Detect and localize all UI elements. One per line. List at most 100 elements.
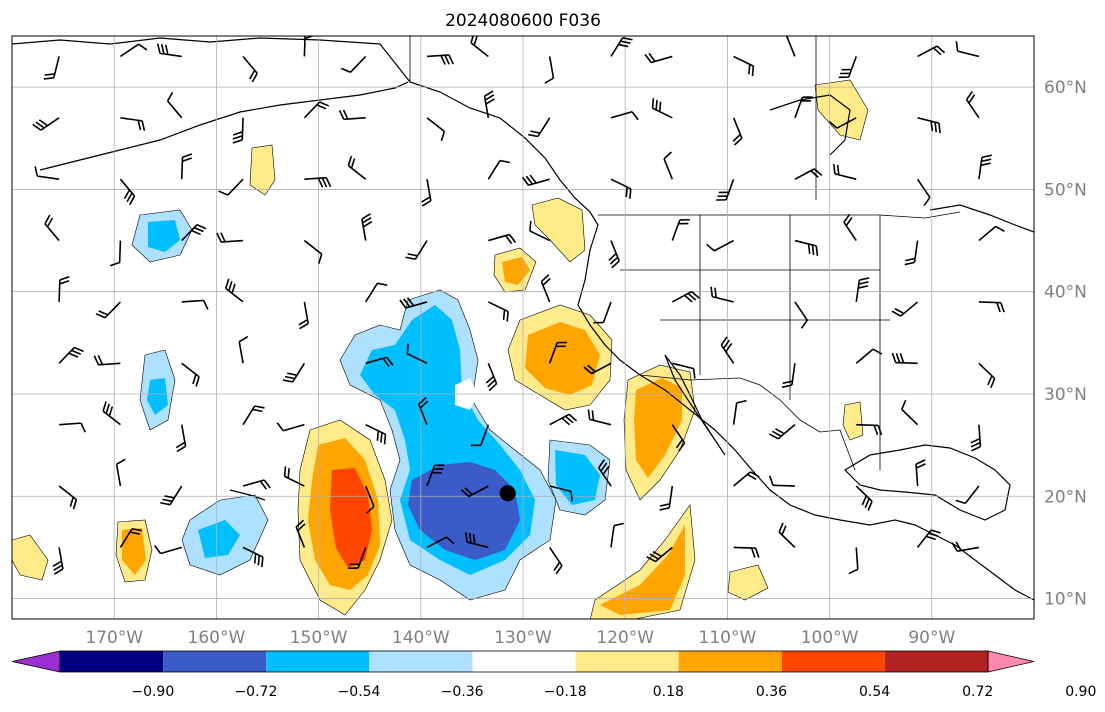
wind-barb-76 — [540, 274, 551, 303]
wind-barb-143 — [951, 541, 980, 553]
wind-barb-112 — [794, 301, 808, 329]
wind-barb-60 — [418, 396, 429, 425]
lon-label-1: 160°W — [188, 628, 246, 648]
wind-barb-102 — [706, 239, 734, 252]
colorbar-segment-7 — [781, 651, 885, 672]
wind-barb-86 — [583, 362, 612, 375]
wind-barb-69 — [470, 424, 490, 447]
wind-barb-75 — [529, 220, 551, 242]
wind-barb-9 — [119, 43, 148, 58]
colorbar-label-2: −0.54 — [338, 684, 381, 700]
wind-barb-45 — [340, 55, 367, 74]
wind-barb-141 — [970, 424, 982, 452]
hawaii-islands — [229, 489, 266, 501]
wind-barb-8 — [52, 547, 64, 575]
wind-barb-140 — [978, 362, 996, 389]
wind-barb-80 — [548, 546, 563, 575]
wind-barb-110 — [794, 168, 823, 180]
wind-barb-49 — [365, 282, 388, 303]
wind-barb-54 — [426, 54, 454, 65]
wind-barb-142 — [955, 485, 980, 505]
wind-barb-88 — [598, 459, 612, 487]
wind-barb-84 — [608, 240, 620, 269]
colorbar-segment-0 — [60, 651, 164, 672]
wind-barb-121 — [855, 277, 870, 303]
wind-barb-70 — [460, 485, 489, 498]
wind-barb-43 — [283, 466, 305, 487]
shade-skyblue-sw — [198, 520, 240, 558]
colorbar-label-9: 0.90 — [1065, 684, 1096, 700]
shade-skyblue-nw — [148, 220, 180, 252]
colorbar-extend-over — [987, 650, 1035, 673]
wind-barb-89 — [610, 522, 624, 548]
wind-barb-87 — [587, 409, 612, 426]
wind-barb-139 — [978, 301, 1005, 313]
wind-barb-50 — [365, 356, 394, 367]
colorbar-label-1: −0.72 — [234, 684, 277, 700]
map-title: 2024080600 F036 — [445, 11, 601, 31]
colorbar-label-3: −0.36 — [441, 684, 484, 700]
wind-barb-107 — [733, 546, 760, 558]
wind-barb-96 — [671, 424, 686, 452]
colorbar-segment-8 — [884, 651, 988, 672]
shaded-field — [12, 79, 869, 619]
shade-skyblue-w — [147, 378, 168, 415]
longitude-labels: 170°W 160°W 150°W 140°W 130°W 120°W 110°W 100°W… — [85, 628, 955, 648]
lon-label-5: 120°W — [596, 628, 654, 648]
us-mexico-border — [639, 374, 856, 471]
wind-barb-108 — [785, 36, 796, 57]
colorbar-segment-1 — [163, 651, 267, 672]
center-marker — [499, 485, 516, 502]
lat-label-0: 60°N — [1044, 78, 1087, 98]
wind-barb-11 — [119, 178, 136, 206]
wind-barbs — [32, 36, 1005, 575]
wind-barb-72 — [544, 56, 555, 84]
wind-barb-61 — [426, 464, 445, 487]
colorbar: −0.90 −0.72 −0.54 −0.36 −0.18 0.18 0.36 0.54 0.7… — [11, 650, 1096, 700]
wind-barb-93 — [671, 218, 690, 241]
wind-barb-104 — [720, 336, 735, 364]
shade-orange-south — [600, 525, 685, 615]
wind-barb-113 — [781, 363, 796, 389]
wind-barb-74 — [521, 174, 550, 187]
great-lakes-shore — [929, 204, 1034, 233]
wind-barb-62 — [426, 536, 455, 549]
wind-barb-14 — [93, 355, 121, 366]
wind-barb-82 — [610, 110, 639, 121]
wind-barb-37 — [303, 101, 330, 119]
colorbar-segment-4 — [472, 651, 576, 672]
lon-label-7: 100°W — [801, 628, 859, 648]
wind-barb-22 — [181, 299, 209, 310]
wind-barb-125 — [848, 547, 859, 575]
wind-barb-136 — [965, 90, 980, 119]
wind-barb-12 — [109, 240, 122, 267]
wind-barb-103 — [710, 286, 734, 303]
lon-label-8: 90°W — [908, 628, 955, 648]
wind-barb-2 — [34, 166, 60, 180]
wind-barb-117 — [838, 56, 858, 79]
political-borders — [409, 36, 961, 471]
wind-barb-26 — [153, 544, 182, 555]
us-canada-border — [598, 211, 961, 219]
wind-barb-40 — [298, 301, 309, 330]
gulf-coast — [844, 444, 1011, 521]
wind-barb-100 — [732, 117, 743, 146]
wind-barb-3 — [44, 214, 60, 242]
colorbar-segment-2 — [266, 651, 370, 672]
wind-barb-16 — [115, 458, 126, 487]
wind-barb-71 — [465, 532, 489, 549]
wind-barb-130 — [891, 301, 919, 317]
shade-yellow-edge — [12, 534, 49, 581]
colorbar-segment-3 — [369, 651, 473, 672]
lon-label-4: 130°W — [494, 628, 552, 648]
wind-barb-124 — [855, 485, 873, 511]
colorbar-label-0: −0.90 — [131, 684, 174, 700]
wind-barb-33 — [242, 405, 265, 426]
wind-barb-99 — [733, 55, 755, 77]
wind-barb-18 — [156, 43, 182, 58]
wind-barb-137 — [978, 154, 992, 180]
wind-barb-94 — [671, 290, 700, 303]
shade-blue-core — [408, 462, 520, 560]
lon-label-2: 150°W — [290, 628, 348, 648]
alaska-coast — [39, 81, 409, 171]
